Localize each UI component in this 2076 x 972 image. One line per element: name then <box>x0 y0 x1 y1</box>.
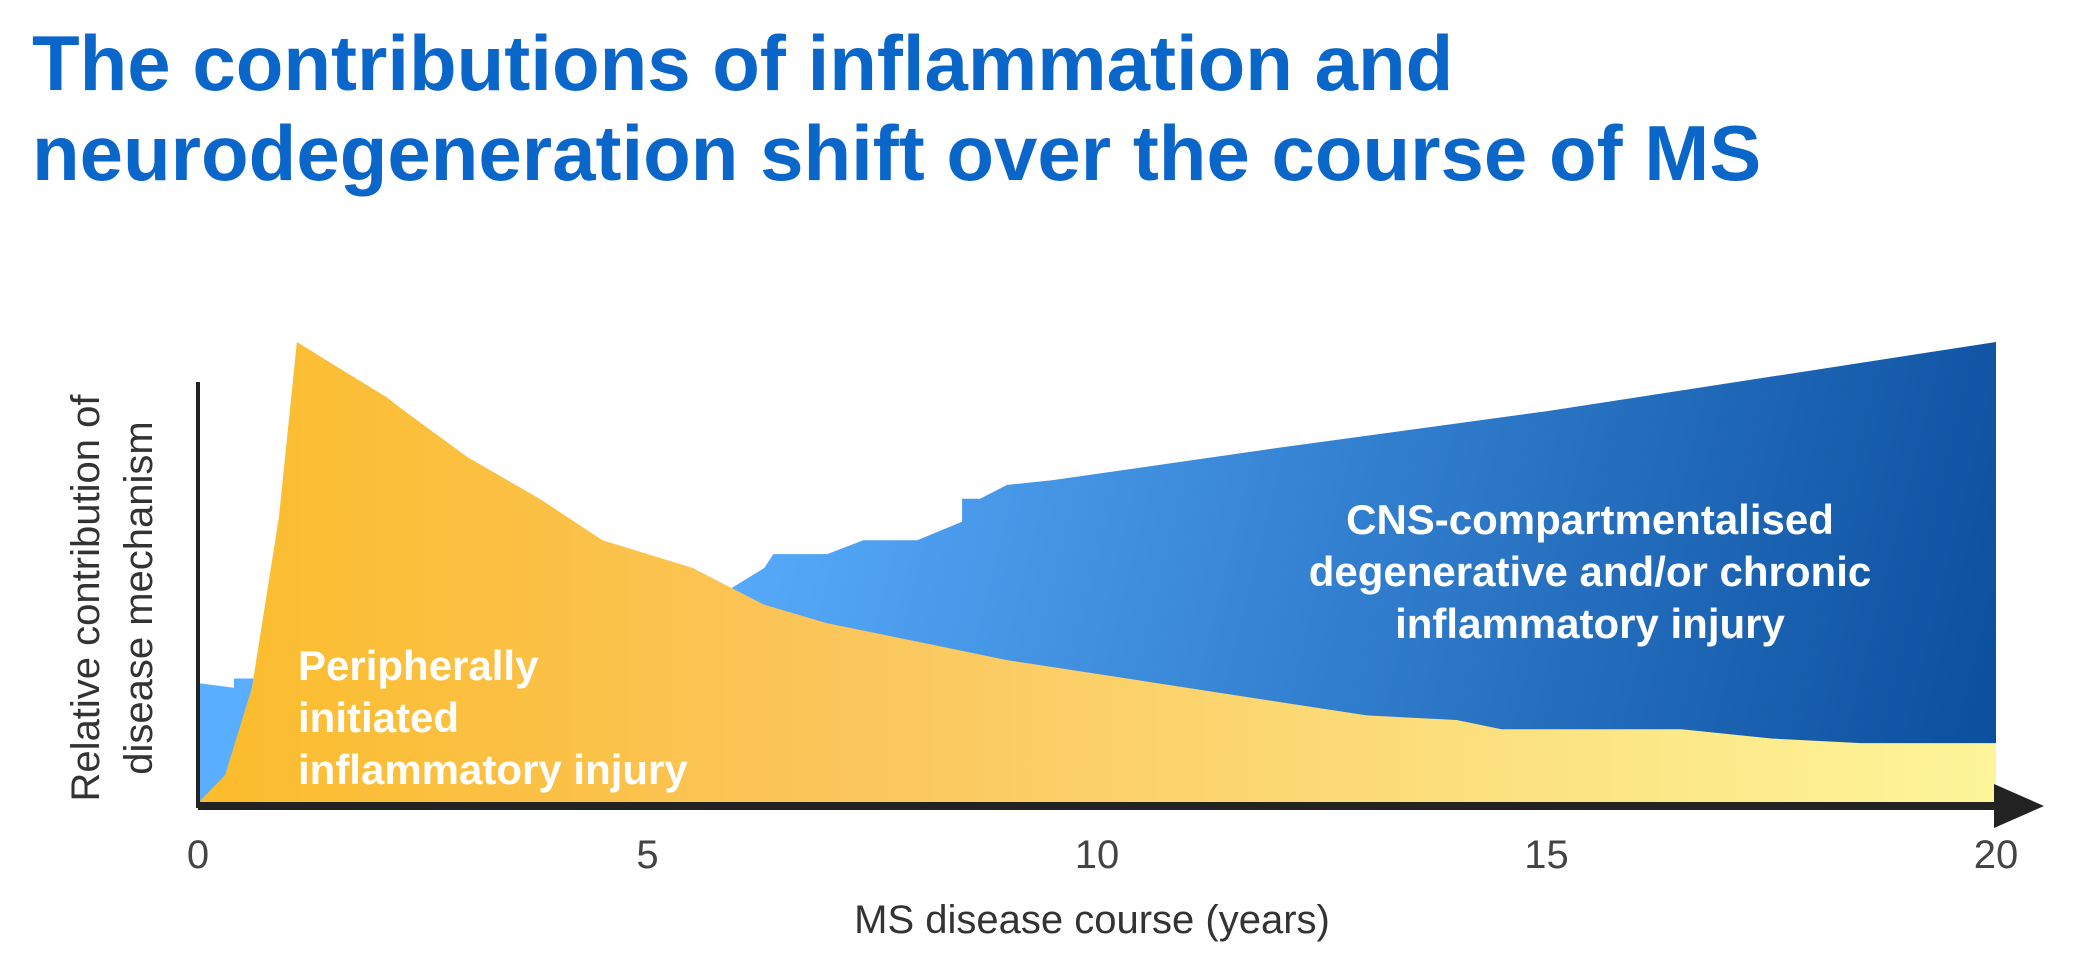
page-title: The contributions of inflammation and ne… <box>32 18 1761 198</box>
annotation-peripheral: Peripherally initiated inflammatory inju… <box>298 642 688 793</box>
x-ticks: 0 5 10 15 20 <box>187 833 2018 877</box>
x-tick-label: 5 <box>636 833 658 877</box>
annotation-cns-line-1: CNS-compartmentalised <box>1346 496 1834 543</box>
annotation-cns-line-3: inflammatory injury <box>1395 600 1785 647</box>
y-axis-label-line-1: Relative contribution of <box>64 394 108 802</box>
x-axis-label: MS disease course (years) <box>854 898 1330 942</box>
y-axis-label-line-2: disease mechanism <box>117 421 161 775</box>
title-line-2: neurodegeneration shift over the course … <box>32 109 1762 197</box>
series-layer <box>198 342 1996 803</box>
annotation-cns-line-2: degenerative and/or chronic <box>1309 548 1872 595</box>
x-tick-label: 10 <box>1075 833 1120 877</box>
title-line-1: The contributions of inflammation and <box>32 19 1454 107</box>
x-tick-label: 20 <box>1974 833 2019 877</box>
annotation-peripheral-line-2: initiated <box>298 694 459 741</box>
x-tick-label: 0 <box>187 833 209 877</box>
annotation-cns: CNS-compartmentalised degenerative and/o… <box>1309 496 1872 647</box>
x-tick-label: 15 <box>1524 833 1569 877</box>
annotation-peripheral-line-1: Peripherally <box>298 642 539 689</box>
annotation-peripheral-line-3: inflammatory injury <box>298 746 688 793</box>
series-area-peripheral <box>198 342 1996 803</box>
x-axis-arrow <box>1994 784 2044 828</box>
